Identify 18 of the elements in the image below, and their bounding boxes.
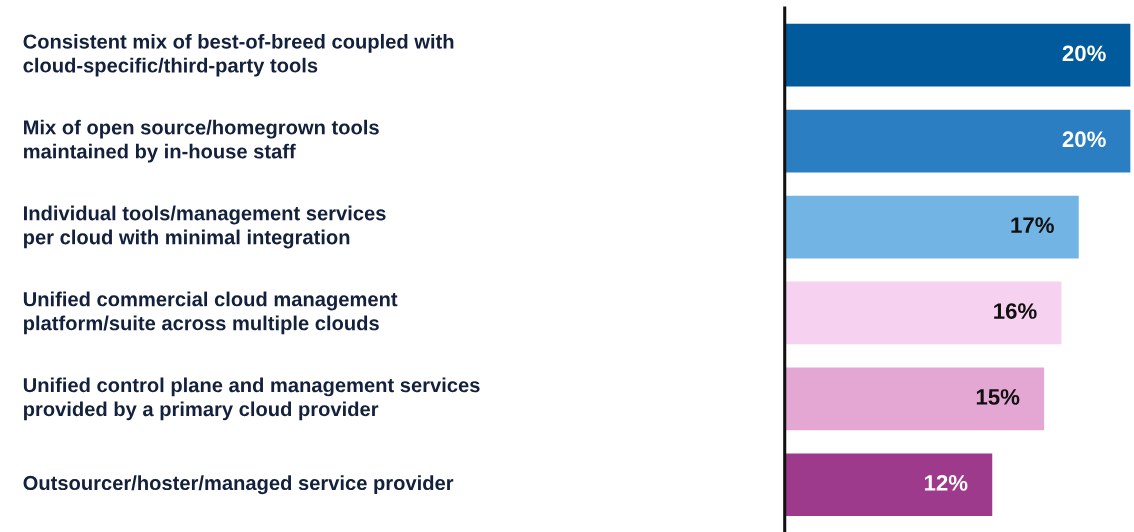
bar (784, 109, 1131, 173)
data-label: 16% (994, 303, 1037, 319)
data-label: 20% (1062, 45, 1106, 62)
bar (784, 281, 1062, 345)
bar (784, 367, 1045, 431)
y-tick-label: Mix of open source/homegrown tools maintained by in-house staff (24, 119, 379, 163)
y-tick-label: Unified control plane and management services provided by a primary cloud provider (23, 377, 480, 421)
y-tick-label: Outsourcer/hoster/managed service provider (23, 475, 454, 495)
bar (784, 23, 1131, 87)
data-label: 12% (924, 474, 968, 491)
data-label: 20% (1062, 131, 1106, 148)
bar (784, 453, 993, 517)
data-label: 17% (1011, 217, 1054, 233)
y-tick-label: Consistent mix of best-of-breed coupled with cloud-specific/third-party tools (23, 33, 454, 77)
y-tick-label: Unified commercial cloud management platform/suite across multiple clouds (23, 291, 398, 335)
y-tick-label: Individual tools/management services per cloud with minimal integration (24, 205, 386, 249)
bar (784, 195, 1079, 259)
data-label: 15% (976, 389, 1020, 405)
